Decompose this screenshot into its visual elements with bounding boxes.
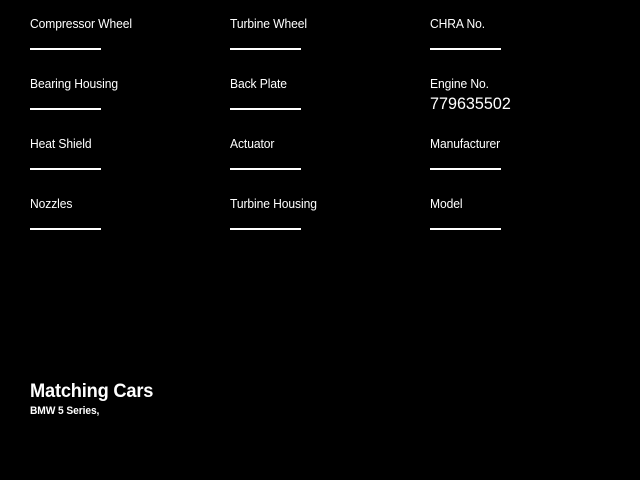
matching-cars-list: BMW 5 Series,: [30, 405, 100, 417]
spec-field-underline: [230, 48, 301, 50]
spec-field-underline: [30, 168, 101, 170]
spec-field-chra-no[interactable]: CHRA No.: [430, 16, 610, 76]
spec-field-label: Model: [430, 196, 463, 211]
spec-field-label: Heat Shield: [30, 136, 92, 151]
spec-field-model[interactable]: Model: [430, 196, 610, 256]
spec-field-manufacturer[interactable]: Manufacturer: [430, 136, 610, 196]
spec-field-heat-shield[interactable]: Heat Shield: [30, 136, 230, 196]
spec-field-actuator[interactable]: Actuator: [230, 136, 430, 196]
spec-field-back-plate[interactable]: Back Plate: [230, 76, 430, 136]
spec-field-grid: Compressor Wheel Turbine Wheel CHRA No. …: [30, 16, 610, 256]
spec-field-compressor-wheel[interactable]: Compressor Wheel: [30, 16, 230, 76]
spec-field-label: Compressor Wheel: [30, 16, 132, 31]
spec-field-underline: [30, 108, 101, 110]
spec-field-underline: [430, 228, 501, 230]
spec-field-underline: [430, 168, 501, 170]
spec-field-label: Actuator: [230, 136, 275, 151]
spec-field-underline: [230, 228, 301, 230]
spec-field-engine-no[interactable]: Engine No. 779635502: [430, 76, 610, 136]
spec-field-underline: [430, 48, 501, 50]
spec-field-label: Turbine Wheel: [230, 16, 307, 31]
spec-field-nozzles[interactable]: Nozzles: [30, 196, 230, 256]
spec-field-underline: [230, 108, 301, 110]
spec-field-value: 779635502: [430, 94, 511, 113]
matching-cars-heading: Matching Cars: [30, 381, 154, 402]
spec-field-label: Engine No.: [430, 76, 489, 91]
spec-field-label: CHRA No.: [430, 16, 486, 31]
spec-field-underline: [30, 228, 101, 230]
spec-field-label: Turbine Housing: [230, 196, 317, 211]
spec-field-underline: [230, 168, 301, 170]
spec-field-turbine-wheel[interactable]: Turbine Wheel: [230, 16, 430, 76]
spec-field-label: Nozzles: [30, 196, 73, 211]
spec-field-underline: [30, 48, 101, 50]
spec-field-label: Bearing Housing: [30, 76, 119, 91]
spec-field-label: Back Plate: [230, 76, 287, 91]
spec-field-label: Manufacturer: [430, 136, 501, 151]
matching-cars-section: Matching Cars BMW 5 Series,: [30, 381, 430, 418]
spec-field-bearing-housing[interactable]: Bearing Housing: [30, 76, 230, 136]
spec-field-turbine-housing[interactable]: Turbine Housing: [230, 196, 430, 256]
